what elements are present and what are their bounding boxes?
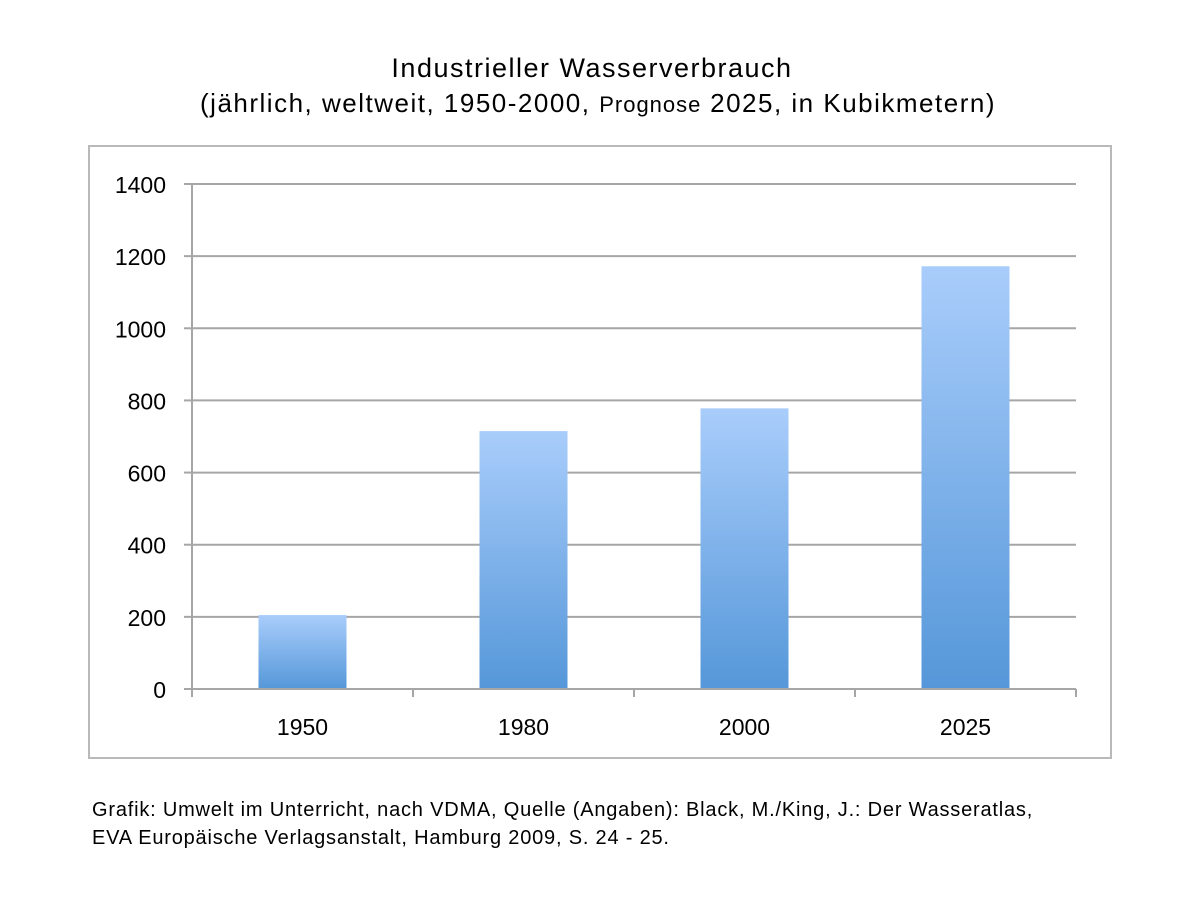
y-tick-label: 1200	[115, 244, 166, 270]
subtitle-part-2: Prognose	[599, 92, 702, 117]
source-line-1: Grafik: Umwelt im Unterricht, nach VDMA,…	[92, 799, 1034, 821]
gridlines	[192, 183, 1076, 618]
y-tick-label: 1000	[115, 316, 166, 342]
x-tick-label: 1980	[498, 714, 549, 740]
chart-subtitle: (jährlich, weltweit, 1950-2000, Prognose…	[0, 87, 1196, 121]
y-tick-label: 1400	[115, 172, 166, 198]
y-tick-label: 0	[153, 677, 166, 703]
bar-2025	[921, 266, 1010, 689]
x-tick-label: 2000	[719, 714, 770, 740]
bar-chart: 0 200 400 600 800 1000 1200 1400 1950 1980 2000 202…	[115, 172, 1077, 740]
subtitle-part-1: (jährlich, weltweit, 1950-2000,	[200, 88, 600, 118]
tick-labels: 0 200 400 600 800 1000 1200 1400 1950 1980 2000 202…	[115, 172, 991, 740]
source-line-2: EVA Europäische Verlagsanstalt, Hamburg …	[92, 827, 670, 849]
y-tick-label: 800	[128, 388, 166, 414]
y-tick-label: 200	[128, 605, 166, 631]
bars	[258, 266, 1010, 689]
bar-1950	[258, 615, 347, 689]
chart-title: Industrieller Wasserverbrauch	[391, 53, 793, 83]
x-tick-label: 1950	[277, 714, 328, 740]
chart-frame: 0 200 400 600 800 1000 1200 1400 1950 1980 2000 202…	[88, 145, 1112, 759]
y-tick-label: 600	[128, 461, 166, 487]
subtitle-part-3: 2025, in Kubikmetern)	[701, 88, 996, 118]
bar-1980	[479, 431, 568, 689]
x-tick-label: 2025	[940, 714, 991, 740]
y-tick-label: 400	[128, 533, 166, 559]
axes	[184, 183, 1077, 697]
bar-2000	[700, 408, 789, 689]
source-note: Grafik: Umwelt im Unterricht, nach VDMA,…	[92, 796, 1033, 852]
